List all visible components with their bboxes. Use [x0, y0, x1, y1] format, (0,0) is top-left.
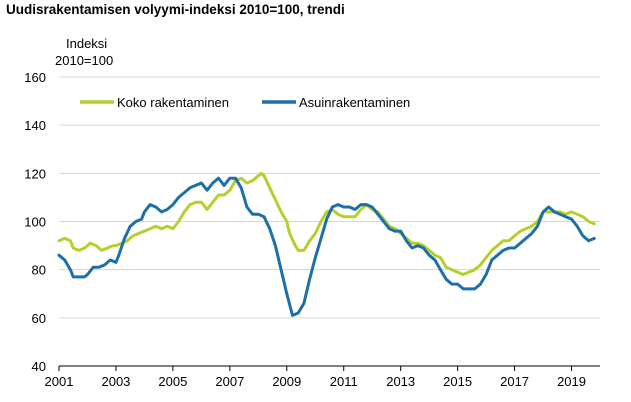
y-tick-label-40: 40: [32, 359, 46, 374]
legend: Koko rakentaminen Asuinrakentaminen: [80, 95, 410, 110]
y-axis-title-line-2: 2010=100: [55, 53, 113, 68]
y-tick-label-60: 60: [32, 311, 46, 326]
y-tick-label-120: 120: [24, 166, 46, 181]
x-tick-label-2017: 2017: [500, 374, 529, 389]
x-tick-label-2003: 2003: [101, 374, 130, 389]
x-tick-label-2009: 2009: [272, 374, 301, 389]
y-tick-label-100: 100: [24, 215, 46, 230]
chart-title: Uudisrakentamisen volyymi-indeksi 2010=1…: [6, 2, 345, 17]
series-line-1: [57, 171, 596, 276]
y-tick-label-80: 80: [32, 263, 46, 278]
y-tick-label-140: 140: [24, 118, 46, 133]
y-tick-label-160: 160: [24, 70, 46, 85]
series-lines: [57, 171, 596, 317]
series-line-2: [57, 176, 596, 317]
x-tick-label-2007: 2007: [215, 374, 244, 389]
legend-label-2: Asuinrakentaminen: [299, 95, 410, 110]
y-axis-title-line-1: Indeksi: [66, 36, 107, 51]
gridlines: [59, 76, 600, 319]
x-tick-label-2015: 2015: [443, 374, 472, 389]
x-tick-label-2001: 2001: [45, 374, 74, 389]
legend-label-1: Koko rakentaminen: [117, 95, 229, 110]
x-tick-label-2013: 2013: [386, 374, 415, 389]
axes: 40 60 80 100 120 140 160 2001 2003 2005 2007 2009 20…: [24, 70, 600, 389]
x-tick-label-2005: 2005: [158, 374, 187, 389]
x-tick-label-2019: 2019: [557, 374, 586, 389]
y-axis-title: Indeksi 2010=100: [55, 36, 113, 68]
x-tick-label-2011: 2011: [330, 374, 358, 389]
